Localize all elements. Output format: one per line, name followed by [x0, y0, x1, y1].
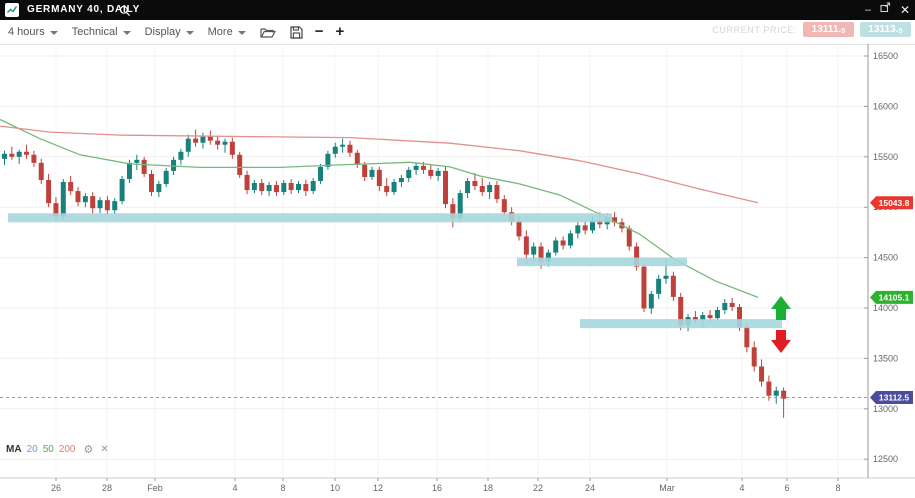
x-axis-label: 24: [585, 483, 595, 493]
down-arrow-annotation: [771, 330, 791, 353]
y-axis-label: 16500: [873, 51, 898, 61]
remove-indicator-icon[interactable]: ✕: [100, 444, 109, 455]
x-axis-label: 16: [432, 483, 442, 493]
chart-canvas[interactable]: 26 28 Feb 4 8 10 12 16 18 22 24 Mar 4 6 8 16500 16000 155…: [0, 44, 915, 498]
x-axis-label: 12: [373, 483, 383, 493]
y-axis-label: 13000: [873, 404, 898, 414]
zone-rect: [580, 319, 782, 329]
y-axis-label: 15500: [873, 152, 898, 162]
price-tags: 15043.8 14105.1 13112.5: [870, 196, 913, 404]
x-axis-label: 18: [483, 483, 493, 493]
x-axis-label: 8: [280, 483, 285, 493]
x-axis-label: Mar: [659, 483, 675, 493]
zoom-out-button[interactable]: −: [314, 23, 324, 40]
x-axis-label: 6: [784, 483, 789, 493]
x-axis-label: 22: [533, 483, 543, 493]
x-axis-label: 8: [835, 483, 840, 493]
arrow-annotations[interactable]: [771, 296, 791, 353]
technical-dropdown[interactable]: Technical: [72, 26, 131, 38]
zoom-in-button[interactable]: +: [335, 23, 345, 40]
close-button[interactable]: ✕: [899, 3, 910, 17]
gear-icon[interactable]: ⚙: [83, 444, 94, 456]
display-dropdown[interactable]: Display: [145, 26, 194, 38]
svg-text:15043.8: 15043.8: [879, 198, 910, 208]
ask-price-badge: 13113. 5: [860, 22, 911, 37]
support-resistance-zones[interactable]: [8, 213, 782, 329]
ma-legend-label: MA: [6, 444, 22, 455]
svg-text:14105.1: 14105.1: [879, 292, 910, 302]
moving-average-lines: [0, 118, 759, 299]
y-axis-label: 12500: [873, 454, 898, 464]
timeframe-dropdown[interactable]: 4 hours: [8, 26, 58, 38]
instrument-title: GERMANY 40, DAILY: [27, 4, 141, 15]
price-tag: [870, 390, 913, 404]
save-icon[interactable]: [290, 25, 303, 39]
chart-toolbar: 4 hours Technical Display More − + CURRE…: [0, 20, 915, 45]
bid-price-badge: 13111. 5: [803, 22, 854, 37]
title-bar: GERMANY 40, DAILY – ✕: [0, 0, 915, 20]
chevron-down-icon: [237, 30, 246, 35]
ma-line-MA50: [0, 118, 759, 299]
axes-layer[interactable]: 26 28 Feb 4 8 10 12 16 18 22 24 Mar 4 6 8 16500 16000 155…: [0, 44, 915, 493]
price-tag: [870, 196, 913, 210]
more-dropdown[interactable]: More: [208, 26, 246, 38]
svg-text:13112.5: 13112.5: [879, 392, 910, 402]
y-axis-label: 16000: [873, 101, 898, 111]
price-tag: [870, 290, 913, 304]
chevron-down-icon: [185, 30, 194, 35]
up-arrow-annotation: [771, 296, 791, 320]
chevron-down-icon: [122, 30, 131, 35]
candlestick-series: [2, 129, 787, 418]
current-price-label: CURRENT PRICE:: [712, 24, 797, 35]
y-axis-label: 14000: [873, 303, 898, 313]
x-axis-label: 28: [102, 483, 112, 493]
ma-line-MA200: [0, 125, 759, 204]
y-axis-label: 14500: [873, 253, 898, 263]
ma-period-200: 200: [58, 444, 76, 455]
x-axis-label: 26: [51, 483, 61, 493]
x-axis-label: 4: [739, 483, 744, 493]
y-axis-label: 13500: [873, 353, 898, 363]
zone-rect: [8, 213, 612, 223]
x-axis-label: Feb: [147, 483, 163, 493]
ma-period-20: 20: [26, 444, 38, 455]
chevron-down-icon: [49, 30, 58, 35]
zone-rect: [517, 257, 687, 267]
search-icon[interactable]: [119, 4, 131, 22]
popout-icon[interactable]: [880, 0, 891, 20]
open-folder-icon[interactable]: [260, 26, 276, 39]
x-axis-label: 4: [232, 483, 237, 493]
ma-period-50: 50: [42, 444, 54, 455]
x-axis-label: 10: [330, 483, 340, 493]
ma-indicator-legend[interactable]: MA 20 50 200 ⚙ ✕: [6, 443, 109, 456]
grid-layer: [0, 44, 868, 478]
chart-app-icon: [5, 3, 19, 17]
minimize-button[interactable]: –: [864, 4, 871, 16]
